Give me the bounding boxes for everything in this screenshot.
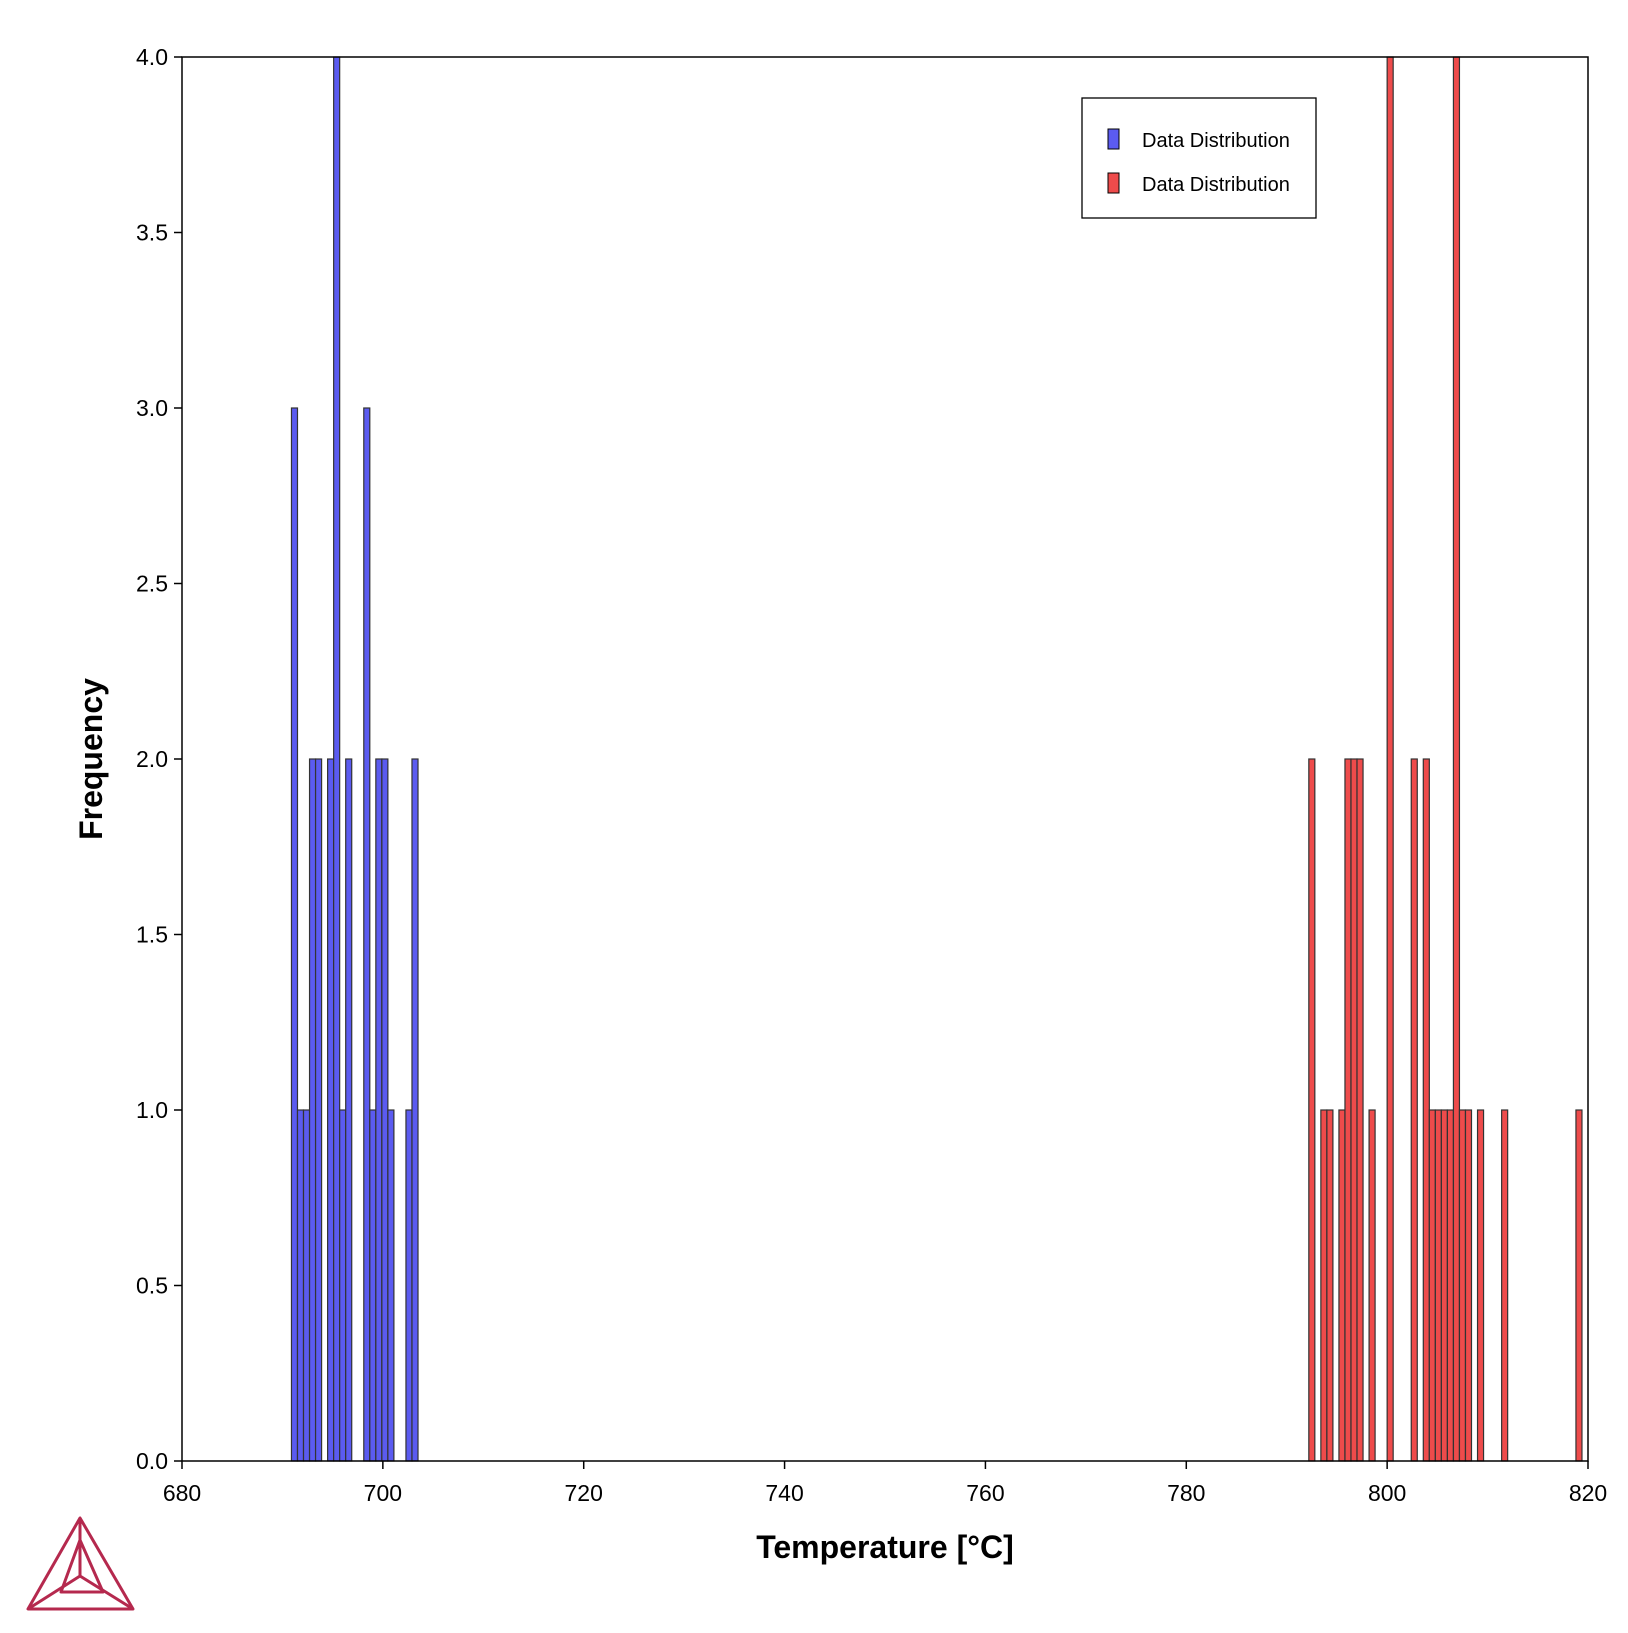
x-axis: 680 700 720 740 760 780 800 820 bbox=[163, 1461, 1607, 1506]
bar-series-1-bin-17 bbox=[1464, 1109, 1473, 1462]
bar-series-0-bin-7 bbox=[339, 1109, 347, 1462]
bar-series-0-bin-8 bbox=[345, 758, 353, 1462]
x-tick-label: 680 bbox=[163, 1480, 201, 1506]
x-axis-title: Temperature [°C] bbox=[756, 1529, 1014, 1565]
bar-series-0-bin-9 bbox=[363, 407, 371, 1462]
bar-series-0-bin-12 bbox=[381, 758, 389, 1462]
x-tick-label: 740 bbox=[765, 1480, 803, 1506]
bar-series-1-bin-1 bbox=[1320, 1109, 1328, 1462]
bar-series-1-bin-19 bbox=[1501, 1109, 1509, 1462]
bar-series-0-bin-6 bbox=[333, 56, 341, 1462]
y-tick-label: 0.0 bbox=[136, 1448, 168, 1474]
bar-series-1-bin-11 bbox=[1428, 1109, 1436, 1462]
bar-series-1-bin-2 bbox=[1326, 1109, 1334, 1462]
bar-series-1-bin-3 bbox=[1338, 1109, 1346, 1462]
bar-series-1-bin-12 bbox=[1434, 1109, 1442, 1462]
bar-series-1-bin-14 bbox=[1446, 1109, 1455, 1462]
bar-series-0-bin-14 bbox=[405, 1109, 413, 1462]
y-tick-label: 3.0 bbox=[136, 395, 168, 421]
y-axis-title: Frequency bbox=[73, 678, 109, 840]
y-tick-label: 0.5 bbox=[136, 1273, 168, 1299]
legend-box bbox=[1081, 97, 1317, 219]
bar-series-0-bin-15 bbox=[411, 758, 419, 1462]
x-tick-label: 760 bbox=[966, 1480, 1004, 1506]
bar-series-0-bin-13 bbox=[387, 1109, 395, 1462]
x-tick-label: 820 bbox=[1569, 1480, 1607, 1506]
bar-series-1-bin-15 bbox=[1452, 56, 1461, 1462]
bar-series-0-bin-5 bbox=[327, 758, 335, 1462]
bar-series-1-bin-16 bbox=[1458, 1109, 1467, 1462]
legend-label-series-1: Data Distribution bbox=[1142, 174, 1290, 196]
y-tick-label: 4.0 bbox=[136, 44, 168, 70]
bar-series-0-bin-11 bbox=[375, 758, 383, 1462]
x-tick-label: 780 bbox=[1167, 1480, 1205, 1506]
bar-series-1-bin-13 bbox=[1440, 1109, 1448, 1462]
bar-series-0-bin-3 bbox=[308, 758, 317, 1462]
bar-series-1-bin-20 bbox=[1575, 1109, 1583, 1462]
bar-series-1-bin-8 bbox=[1386, 56, 1394, 1462]
thermo-calc-triangle-logo-icon bbox=[26, 1516, 135, 1611]
bar-series-1-bin-5 bbox=[1350, 758, 1358, 1462]
bar-series-0-bin-2 bbox=[302, 1109, 311, 1462]
legend: Data Distribution Data Distribution bbox=[1081, 97, 1317, 219]
y-tick-label: 3.5 bbox=[136, 220, 168, 246]
legend-label-series-0: Data Distribution bbox=[1142, 130, 1290, 152]
bar-series-1-bin-4 bbox=[1344, 758, 1352, 1462]
bar-series-1-bin-6 bbox=[1356, 758, 1364, 1462]
y-tick-label: 2.0 bbox=[136, 746, 168, 772]
legend-swatch-series-1 bbox=[1107, 172, 1120, 194]
y-tick-label: 2.5 bbox=[136, 571, 168, 597]
bar-series-0-bin-0 bbox=[290, 407, 299, 1462]
bar-series-1-bin-10 bbox=[1422, 758, 1430, 1462]
y-axis: 0.0 0.5 1.0 1.5 2.0 2.5 3.0 3.5 4.0 bbox=[136, 44, 182, 1474]
bar-series-0-bin-4 bbox=[314, 758, 323, 1462]
legend-swatch-series-0 bbox=[1107, 128, 1120, 150]
bar-series-0-bin-1 bbox=[296, 1109, 305, 1462]
bar-series-1-bin-7 bbox=[1368, 1109, 1376, 1462]
bar-series-1-bin-9 bbox=[1410, 758, 1418, 1462]
bar-series-1-bin-0 bbox=[1308, 758, 1316, 1462]
x-tick-label: 720 bbox=[565, 1480, 603, 1506]
y-tick-label: 1.0 bbox=[136, 1097, 168, 1123]
y-tick-label: 1.5 bbox=[136, 922, 168, 948]
bar-series-1-bin-18 bbox=[1476, 1109, 1485, 1462]
bar-series-0-bin-10 bbox=[369, 1109, 377, 1462]
x-tick-label: 700 bbox=[364, 1480, 402, 1506]
x-tick-label: 800 bbox=[1368, 1480, 1406, 1506]
